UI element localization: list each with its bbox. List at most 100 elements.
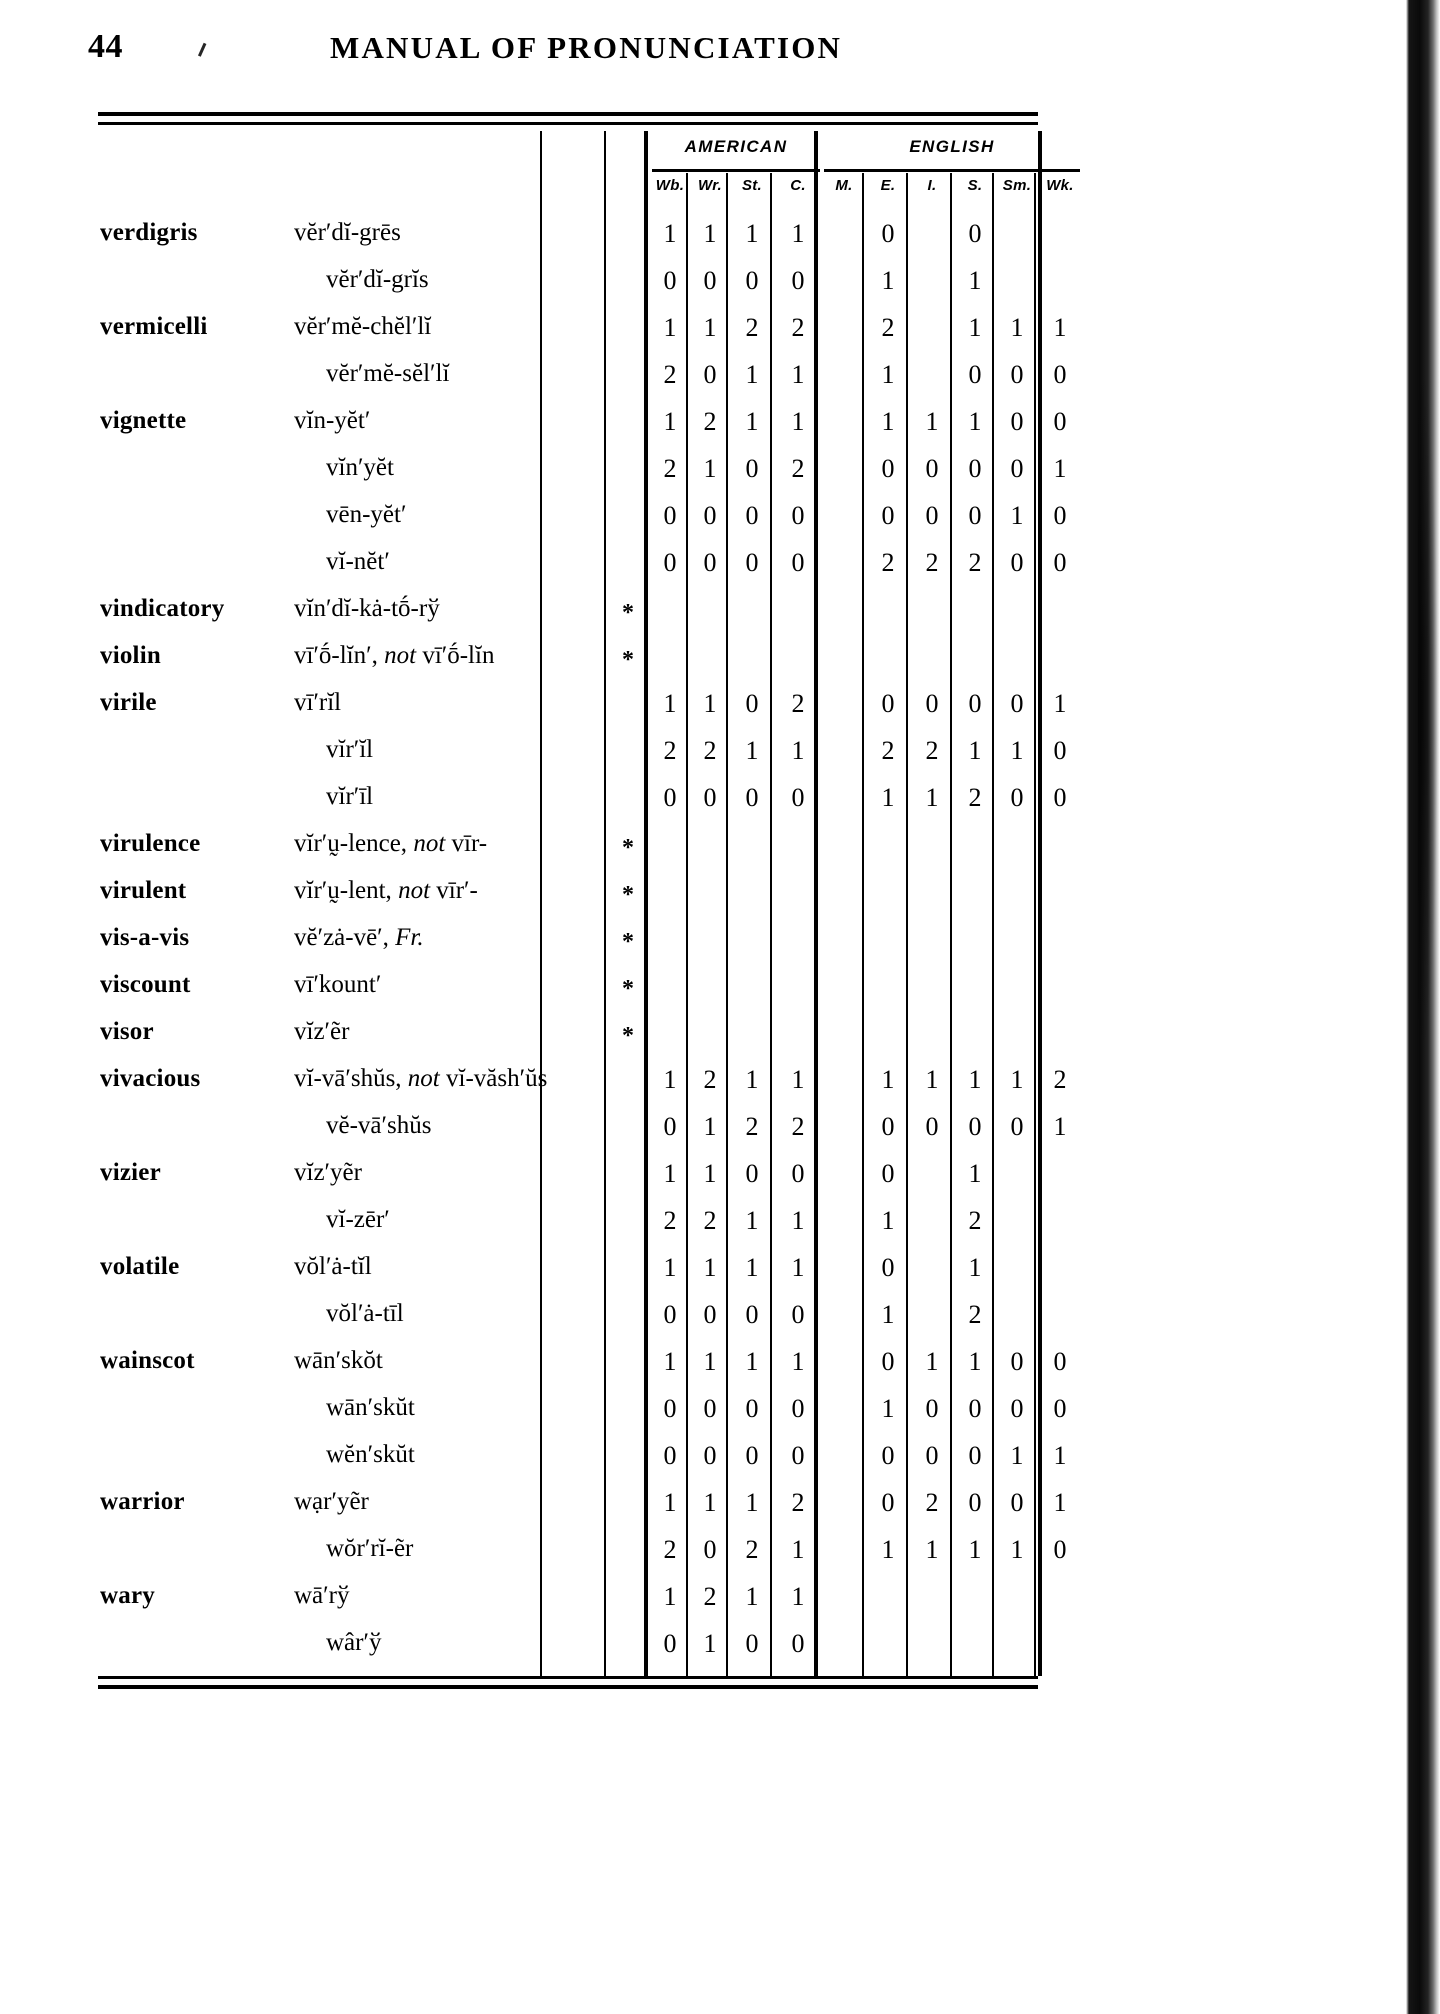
asterisk-mark: * xyxy=(622,647,634,673)
rating-cell-e: 2 xyxy=(881,736,895,765)
rating-cell-e: 0 xyxy=(881,1159,895,1188)
rating-cell-sm: 1 xyxy=(1010,501,1024,530)
rating-cell-wb: 2 xyxy=(663,1535,677,1564)
rating-cell-wb: 1 xyxy=(663,1159,677,1188)
rating-cell-wb: 0 xyxy=(663,266,677,295)
rating-cell-c: 2 xyxy=(791,454,805,483)
rating-cell-s: 2 xyxy=(968,548,982,577)
rating-cell-wb: 2 xyxy=(663,360,677,389)
table-row: wary wā′rў 1 2 1 1 xyxy=(98,1578,1038,1625)
rating-cell-st: 2 xyxy=(745,1112,759,1141)
pronunciation: vĕr′dĭ-grēs xyxy=(294,219,401,246)
rating-cell-i: 0 xyxy=(925,1441,939,1470)
pronunciation: wĕn′skŭt xyxy=(326,1441,415,1468)
pronunciation: vŏl′ȧ-tīl xyxy=(326,1300,404,1327)
rating-cell-c: 0 xyxy=(791,1394,805,1423)
pronunciation: vĭ-nĕt′ xyxy=(326,548,390,575)
rating-cell-c: 1 xyxy=(791,1535,805,1564)
rating-cell-sm: 0 xyxy=(1010,407,1024,436)
rating-cell-e: 0 xyxy=(881,1441,895,1470)
column-group-rule xyxy=(652,169,820,172)
rating-cell-s: 1 xyxy=(968,736,982,765)
rating-cell-wb: 1 xyxy=(663,1065,677,1094)
column-rule xyxy=(1034,173,1036,213)
rating-cell-s: 0 xyxy=(968,454,982,483)
rating-cell-sm: 0 xyxy=(1010,783,1024,812)
ink-mark xyxy=(197,42,222,64)
column-rule xyxy=(770,213,772,1676)
rating-cell-c: 0 xyxy=(791,1300,805,1329)
pronunciation: vī′rĭl xyxy=(294,689,342,716)
rating-cell-c: 1 xyxy=(791,1065,805,1094)
rating-cell-s: 1 xyxy=(968,407,982,436)
rating-cell-st: 1 xyxy=(745,360,759,389)
rating-cell-wb: 1 xyxy=(663,689,677,718)
rating-cell-e: 0 xyxy=(881,689,895,718)
column-group-label-american: AMERICAN xyxy=(684,137,788,156)
rating-cell-e: 1 xyxy=(881,1065,895,1094)
column-group-label-english: ENGLISH xyxy=(909,137,995,156)
rating-cell-wk: 0 xyxy=(1053,736,1067,765)
rating-cell-wk: 1 xyxy=(1053,454,1067,483)
rating-cell-sm: 1 xyxy=(1010,1065,1024,1094)
column-header-m: M. xyxy=(835,177,853,194)
column-rule xyxy=(950,213,952,1676)
headword: virulent xyxy=(100,877,187,904)
rating-cell-st: 0 xyxy=(745,1394,759,1423)
column-rule-major xyxy=(814,213,818,1676)
pronunciation: vĭr′ṵ-lence, not vīr- xyxy=(294,830,488,857)
rating-cell-s: 1 xyxy=(968,1065,982,1094)
table-row: wâr′ў 0 1 0 0 xyxy=(98,1625,1038,1672)
rating-cell-sm: 0 xyxy=(1010,1112,1024,1141)
rating-cell-i: 0 xyxy=(925,454,939,483)
table-bottom-rule-outer xyxy=(98,1685,1038,1689)
rating-cell-wb: 0 xyxy=(663,1300,677,1329)
column-rule xyxy=(770,173,772,213)
rating-cell-wr: 2 xyxy=(703,407,717,436)
rating-cell-st: 0 xyxy=(745,454,759,483)
rating-cell-e: 2 xyxy=(881,548,895,577)
rating-cell-sm: 1 xyxy=(1010,1535,1024,1564)
headword: violin xyxy=(100,642,161,669)
column-header-wk: Wk. xyxy=(1046,177,1074,194)
column-header-s: S. xyxy=(967,177,983,194)
table-row: wĕn′skŭt 0 0 0 0 0 0 0 1 1 xyxy=(98,1437,1067,1484)
rating-cell-st: 1 xyxy=(745,736,759,765)
pronunciation: vĕ-vā′shŭs xyxy=(326,1112,432,1139)
table-top-rule-outer xyxy=(98,112,1038,116)
table-body: verdigris vĕr′dĭ-grēs 1 1 1 1 0 0 vĕr′dĭ-grĭs 0 0 0… xyxy=(98,213,1067,1676)
column-header-st: St. xyxy=(741,177,763,194)
pronunciation: vēn-yĕt′ xyxy=(326,501,407,528)
column-rule-major xyxy=(814,131,818,213)
table-row: warrior wạr′yẽr 1 1 1 2 0 2 0 0 1 xyxy=(98,1484,1067,1531)
headword: visor xyxy=(100,1018,154,1045)
table-row: vermicelli vĕr′mĕ-chĕl′lĭ 1 1 2 2 2 1 1 1 xyxy=(98,309,1067,356)
pronunciation: vĭn′dĭ-kȧ-tṓ-rў xyxy=(294,595,440,622)
column-group-rule xyxy=(824,169,1080,172)
rating-cell-wk: 0 xyxy=(1053,1347,1067,1376)
rating-cell-wk: 0 xyxy=(1053,783,1067,812)
headword: vis-a-vis xyxy=(100,924,190,951)
rating-cell-wk: 0 xyxy=(1053,501,1067,530)
pronunciation: wâr′ў xyxy=(326,1629,382,1656)
pronunciation: vĕr′dĭ-grĭs xyxy=(326,266,429,293)
table-row: verdigris vĕr′dĭ-grēs 1 1 1 1 0 0 xyxy=(98,215,1038,262)
pronunciation: vĭr′ĭl xyxy=(326,736,374,763)
rating-cell-c: 1 xyxy=(791,1347,805,1376)
rating-cell-st: 2 xyxy=(745,1535,759,1564)
rating-cell-st: 1 xyxy=(745,1582,759,1611)
rating-cell-i: 2 xyxy=(925,736,939,765)
rating-cell-s: 2 xyxy=(968,1300,982,1329)
rating-cell-i: 1 xyxy=(925,1535,939,1564)
column-header-wr: Wr. xyxy=(698,177,722,194)
headword: vermicelli xyxy=(100,313,208,340)
table-row: wŏr′rĭ-ẽr 2 0 2 1 1 1 1 1 0 xyxy=(98,1531,1067,1578)
rating-cell-wr: 0 xyxy=(703,266,717,295)
rating-cell-c: 2 xyxy=(791,1488,805,1517)
asterisk-mark: * xyxy=(622,882,634,908)
rating-cell-wb: 1 xyxy=(663,1582,677,1611)
table-row: vis-a-vis vĕ′zȧ-vē′, Fr. * xyxy=(98,920,1038,967)
pronunciation: vĭr′īl xyxy=(326,783,374,810)
column-rule xyxy=(1034,213,1036,1676)
rating-cell-st: 2 xyxy=(745,313,759,342)
